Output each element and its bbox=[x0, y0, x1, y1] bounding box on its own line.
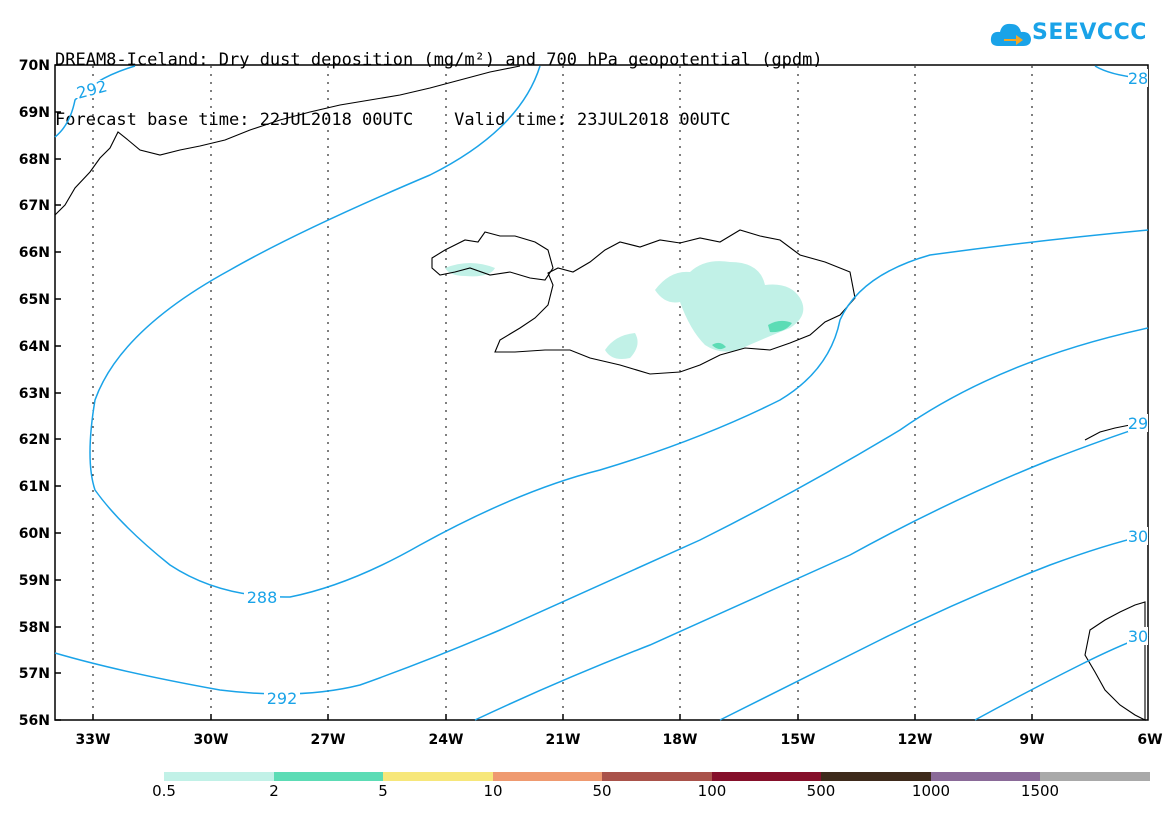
lat-label: 56N bbox=[19, 713, 50, 729]
lat-label: 65N bbox=[19, 292, 50, 308]
legend-label: 5 bbox=[378, 782, 388, 800]
axis-ticks bbox=[55, 64, 1033, 721]
lat-label: 67N bbox=[19, 198, 50, 214]
contour-line bbox=[474, 424, 1149, 721]
lon-label: 33W bbox=[76, 732, 111, 748]
lat-label: 69N bbox=[19, 105, 50, 121]
legend-box bbox=[274, 772, 383, 781]
contour-line bbox=[89, 65, 1149, 598]
legend-box bbox=[1040, 772, 1150, 781]
lon-label: 18W bbox=[663, 732, 698, 748]
dust-area-moderate bbox=[768, 320, 792, 333]
dust-area-west bbox=[445, 263, 495, 277]
legend-label: 50 bbox=[592, 782, 612, 800]
lon-label: 12W bbox=[898, 732, 933, 748]
legend-label: 2 bbox=[269, 782, 279, 800]
cloud-arrow-icon bbox=[990, 23, 1031, 46]
lat-label: 57N bbox=[19, 666, 50, 682]
dust-area-moderate bbox=[712, 342, 726, 350]
lon-label: 27W bbox=[311, 732, 346, 748]
legend-label: 1000 bbox=[911, 782, 951, 800]
lat-label: 64N bbox=[19, 339, 50, 355]
latitude-labels: 70N 69N 68N 67N 66N 65N 64N 63N 62N 61N … bbox=[19, 58, 50, 729]
lon-label: 9W bbox=[1019, 732, 1044, 748]
legend-box bbox=[712, 772, 821, 781]
scotland-coastline bbox=[1084, 601, 1146, 721]
lat-label: 61N bbox=[19, 479, 50, 495]
legend-box bbox=[493, 772, 602, 781]
contour-label: 28 bbox=[1128, 69, 1148, 88]
iceland-coastline bbox=[494, 229, 856, 375]
legend-box bbox=[931, 772, 1040, 781]
legend-box bbox=[164, 772, 274, 781]
lon-label: 30W bbox=[194, 732, 229, 748]
map-frame bbox=[54, 64, 1149, 721]
legend-box bbox=[602, 772, 712, 781]
contour-label: 288 bbox=[247, 588, 278, 607]
contour-line bbox=[719, 534, 1149, 721]
logo-text: SEEVCCC bbox=[1032, 20, 1147, 45]
legend-label: 1500 bbox=[1020, 782, 1060, 800]
geopotential-contours bbox=[54, 65, 1149, 721]
lat-label: 59N bbox=[19, 573, 50, 589]
contour-label: 292 bbox=[267, 689, 298, 708]
contour-label: 30 bbox=[1128, 627, 1148, 646]
lon-label: 24W bbox=[429, 732, 464, 748]
dust-deposition-shading bbox=[445, 261, 804, 359]
legend-box bbox=[383, 772, 493, 781]
longitude-labels: 33W 30W 27W 24W 21W 18W 15W 12W 9W 6W bbox=[76, 732, 1163, 748]
contour-label: 30 bbox=[1128, 527, 1148, 546]
contour-line bbox=[54, 65, 136, 138]
lat-label: 63N bbox=[19, 386, 50, 402]
coastlines bbox=[54, 65, 1146, 721]
legend-label: 100 bbox=[697, 782, 727, 800]
lat-label: 68N bbox=[19, 152, 50, 168]
dust-area-south bbox=[605, 333, 638, 359]
dust-area-central bbox=[655, 261, 804, 352]
lat-label: 60N bbox=[19, 526, 50, 542]
lon-label: 21W bbox=[546, 732, 581, 748]
legend-label: 0.5 bbox=[152, 782, 176, 800]
contour-line bbox=[974, 634, 1149, 721]
legend-label: 10 bbox=[483, 782, 503, 800]
seevccc-logo: SEEVCCC bbox=[990, 18, 1146, 58]
legend-box bbox=[821, 772, 931, 781]
westfjords-coastline bbox=[431, 231, 554, 281]
contour-labels: 292 288 292 28 29 30 30 bbox=[74, 69, 1148, 708]
longitude-gridlines bbox=[92, 66, 1033, 720]
lat-label: 58N bbox=[19, 620, 50, 636]
lat-label: 66N bbox=[19, 245, 50, 261]
legend-label: 500 bbox=[806, 782, 836, 800]
lat-label: 62N bbox=[19, 432, 50, 448]
contour-label: 29 bbox=[1128, 414, 1148, 433]
greenland-coastline bbox=[54, 65, 521, 216]
lat-label: 70N bbox=[19, 58, 50, 74]
lon-label: 6W bbox=[1137, 732, 1162, 748]
title-line-2: Forecast base time: 22JUL2018 00UTC Vali… bbox=[55, 110, 731, 130]
contour-line bbox=[54, 327, 1149, 695]
lon-label: 15W bbox=[781, 732, 816, 748]
